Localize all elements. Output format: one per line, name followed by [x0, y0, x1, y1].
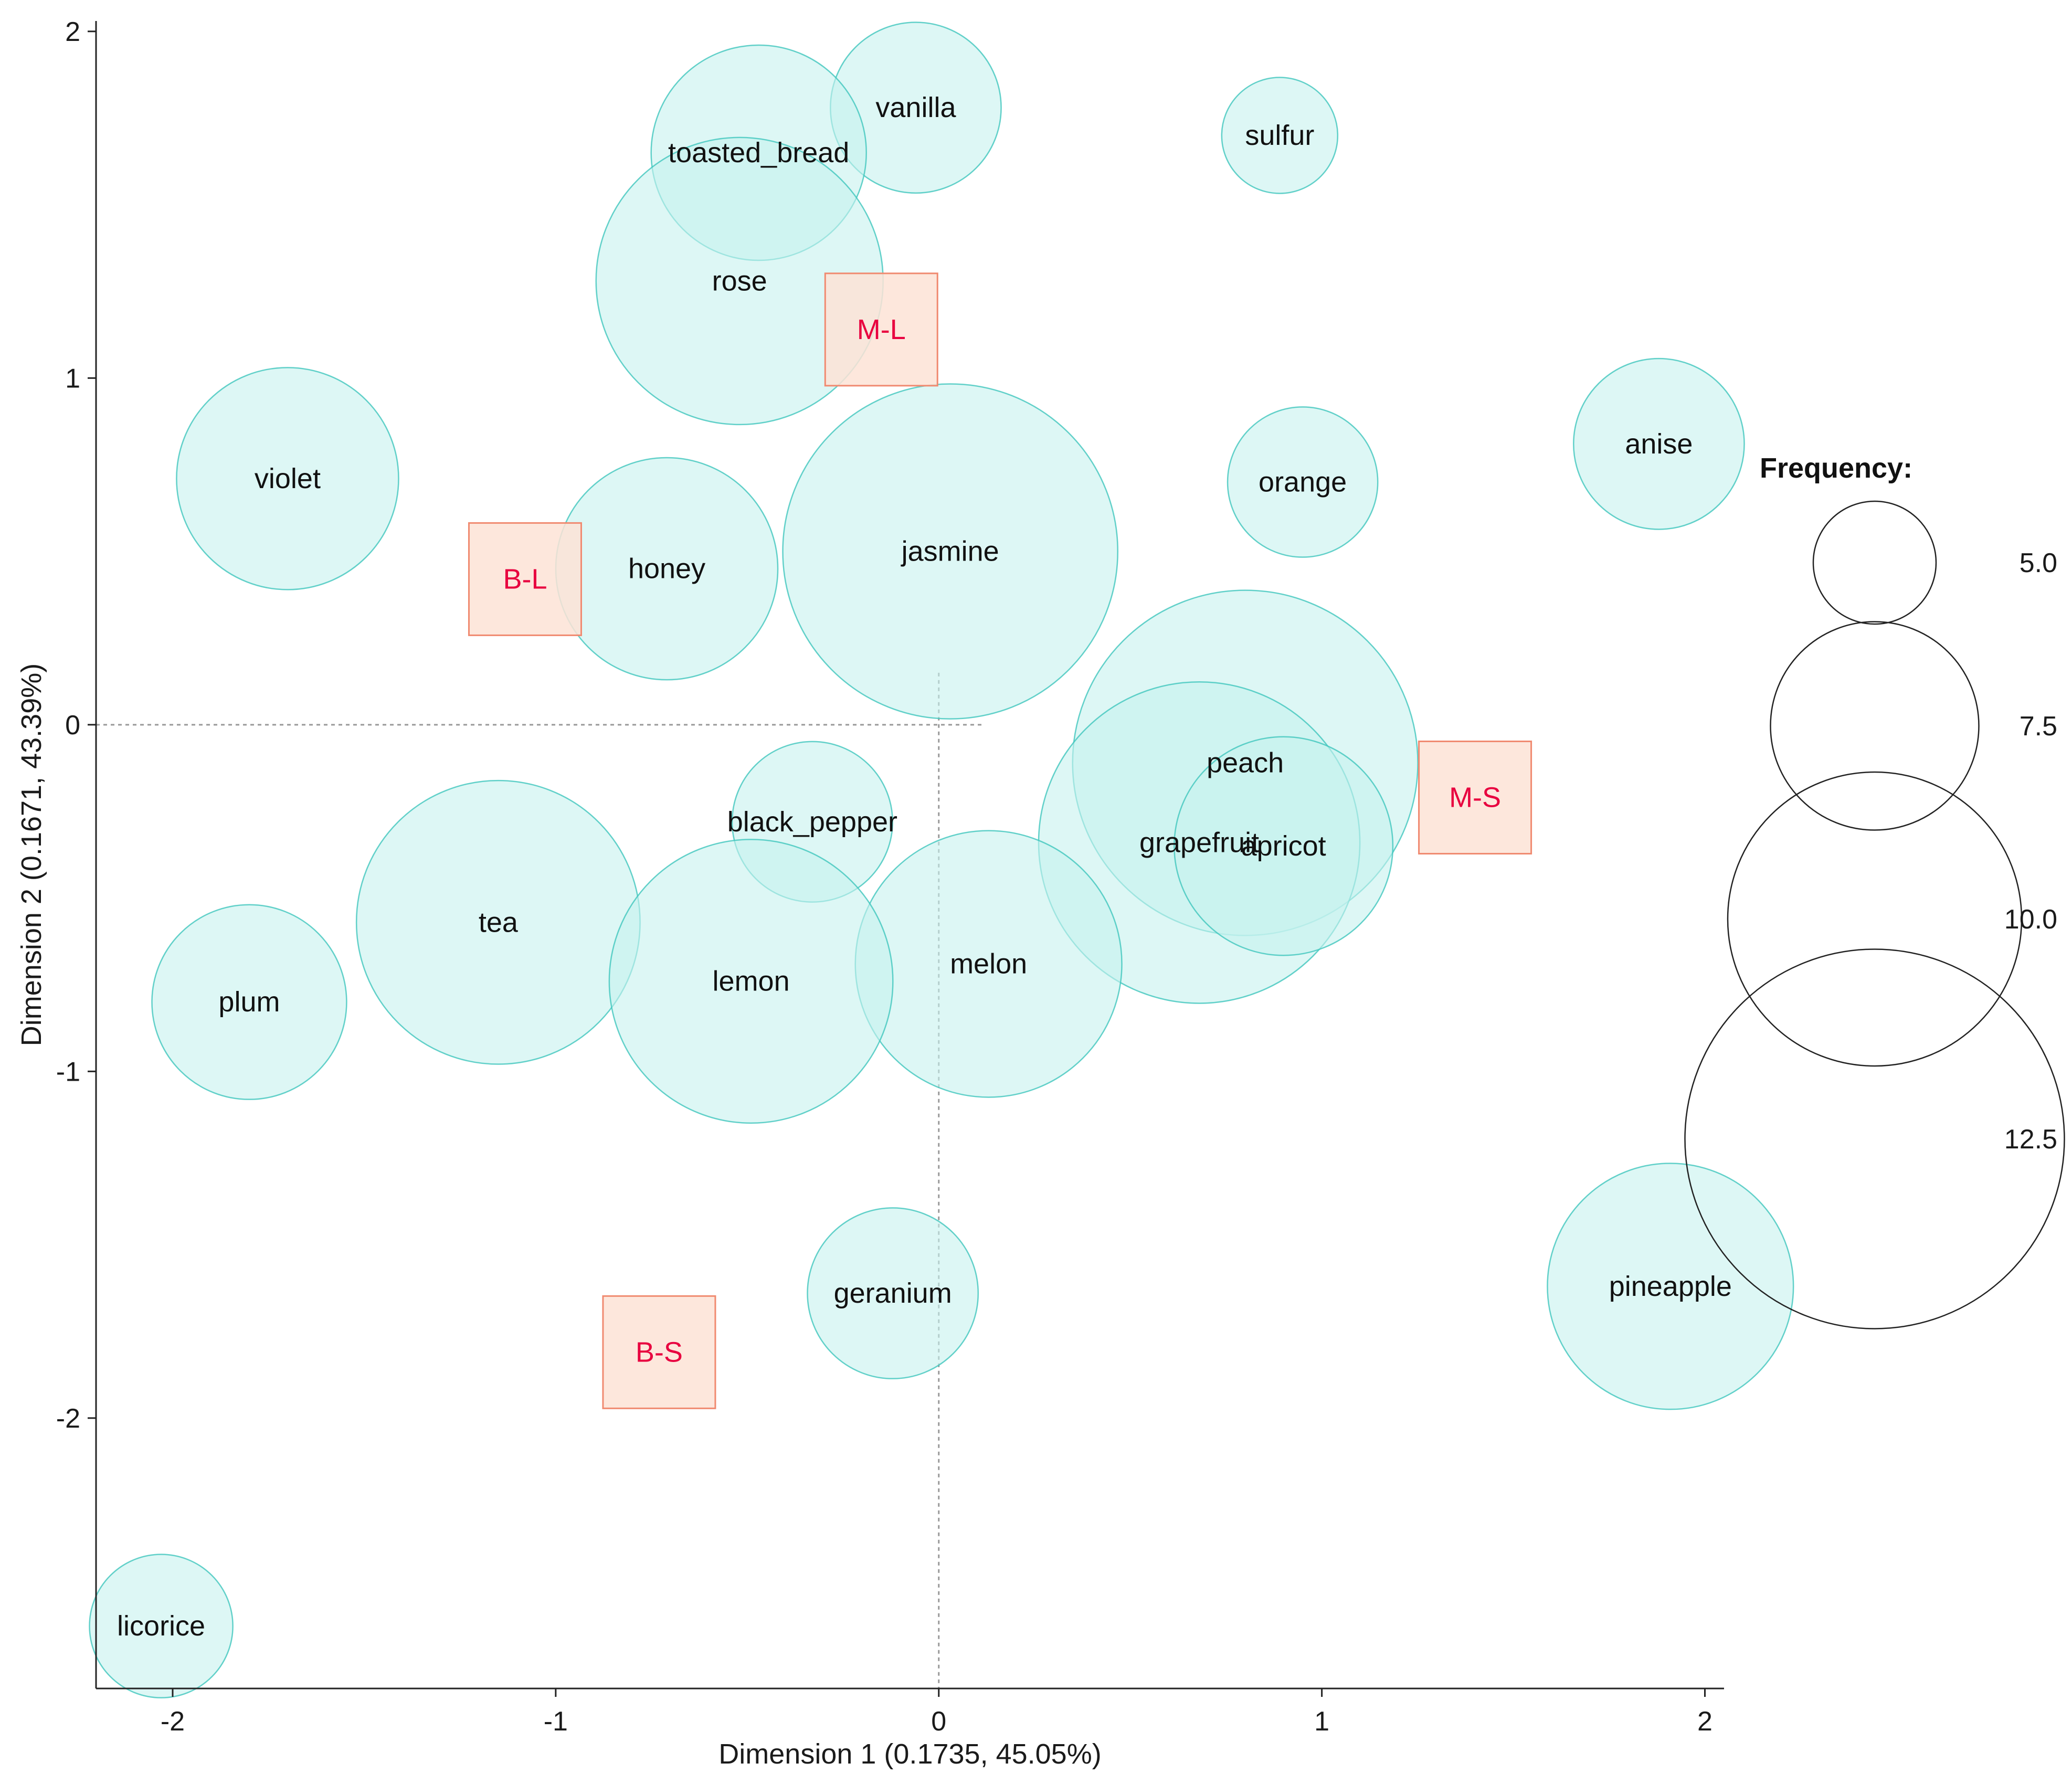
bubble-label-licorice: licorice	[117, 1610, 205, 1642]
x-tick-label: 0	[931, 1706, 946, 1737]
bubble-sulfur	[1221, 77, 1339, 194]
bubble-label-apricot: apricot	[1241, 830, 1326, 862]
legend-circle	[1684, 948, 2065, 1329]
ticks: -2 -1 0 1 2 -2 -1 0 1 2	[56, 17, 1712, 1737]
x-tick-label: 1	[1314, 1706, 1329, 1737]
bubble-label-toasted-bread: toasted_bread	[668, 137, 849, 168]
bubble-circle	[1573, 357, 1745, 530]
bubble-lemon	[608, 839, 894, 1124]
legend-entry-5-0: 5.0	[1812, 500, 2057, 625]
category-square	[1418, 741, 1532, 855]
bubble-pineapple	[1547, 1163, 1794, 1410]
x-tick-label: 2	[1697, 1706, 1712, 1737]
x-tick-label: -2	[161, 1706, 185, 1737]
legend-title: Frequency:	[1760, 452, 1912, 484]
legend-circle	[1770, 621, 1980, 831]
legend-label: 10.0	[2004, 904, 2057, 935]
category-b-s: B-S	[602, 1295, 716, 1409]
bubble-circle	[1174, 736, 1394, 956]
bubble-geranium	[807, 1207, 979, 1379]
legend-label: 7.5	[2020, 711, 2057, 742]
legend-circle	[1812, 500, 1937, 625]
square-layer: M-L B-L M-S B-S	[468, 272, 1532, 1409]
bubble-circle	[89, 1554, 234, 1698]
legend-entry-7-5: 7.5	[1770, 621, 2057, 831]
category-square	[602, 1295, 716, 1409]
category-label-b-s: B-S	[636, 1336, 683, 1368]
bubble-licorice	[89, 1554, 234, 1698]
category-label-b-l: B-L	[503, 563, 547, 595]
bubble-label-lemon: lemon	[713, 966, 790, 997]
bubble-circle	[807, 1207, 979, 1379]
bubble-plum	[151, 904, 347, 1100]
y-tick-label: 2	[65, 17, 80, 47]
bubble-label-geranium: geranium	[834, 1278, 952, 1309]
bubble-label-grapefruit: grapefruit	[1139, 827, 1259, 858]
bubble-label-peach: peach	[1207, 747, 1284, 778]
category-m-l: M-L	[824, 272, 938, 387]
bubble-jasmine	[782, 383, 1119, 720]
bubble-anise	[1573, 357, 1745, 530]
category-square	[468, 522, 582, 636]
category-label-m-s: M-S	[1449, 782, 1501, 814]
axes	[95, 21, 1724, 1690]
y-tick-label: -2	[56, 1403, 80, 1434]
y-tick-label: 1	[65, 363, 80, 394]
legend-entry-12-5: 12.5	[1684, 948, 2065, 1329]
bubble-orange	[1227, 406, 1379, 558]
bubble-label-orange: orange	[1259, 466, 1347, 498]
bubble-circle	[608, 839, 894, 1124]
legend-circle	[1727, 771, 2023, 1067]
bubble-circle	[782, 383, 1119, 720]
bubble-label-rose: rose	[712, 265, 767, 297]
bubble-label-jasmine: jasmine	[901, 536, 999, 567]
x-axis-title: Dimension 1 (0.1735, 45.05%)	[718, 1738, 1101, 1770]
bubble-label-pineapple: pineapple	[1609, 1271, 1732, 1302]
y-tick-label: -1	[56, 1057, 80, 1087]
legend-label: 12.5	[2004, 1124, 2057, 1155]
size-legend: Frequency: 5.0 7.5 10.0 12.5	[1684, 452, 2065, 1329]
bubble-circle	[1221, 77, 1339, 194]
bubble-label-sulfur: sulfur	[1245, 120, 1314, 151]
bubble-circle	[1547, 1163, 1794, 1410]
bubble-circle	[151, 904, 347, 1100]
bubble-label-anise: anise	[1625, 428, 1693, 460]
y-axis-title: Dimension 2 (0.1671, 43.39%)	[16, 663, 47, 1046]
bubble-label-honey: honey	[628, 553, 705, 585]
category-square	[824, 272, 938, 387]
bubble-circle	[1227, 406, 1379, 558]
y-tick-label: 0	[65, 710, 80, 741]
category-b-l: B-L	[468, 522, 582, 636]
category-m-s: M-S	[1418, 741, 1532, 855]
bubble-label-melon: melon	[950, 948, 1027, 980]
legend-entry-10-0: 10.0	[1727, 771, 2057, 1067]
x-tick-label: -1	[544, 1706, 568, 1737]
bubble-violet	[176, 367, 399, 590]
bubble-apricot	[1174, 736, 1394, 956]
legend-label: 5.0	[2020, 548, 2057, 578]
bubble-label-plum: plum	[218, 986, 280, 1018]
bubble-circle	[176, 367, 399, 590]
category-label-m-l: M-L	[857, 314, 906, 345]
bubble-label-black-pepper: black_pepper	[727, 806, 897, 838]
bubble-label-vanilla: vanilla	[875, 92, 956, 123]
bubble-label-tea: tea	[479, 906, 519, 938]
bubble-label-violet: violet	[255, 463, 321, 494]
